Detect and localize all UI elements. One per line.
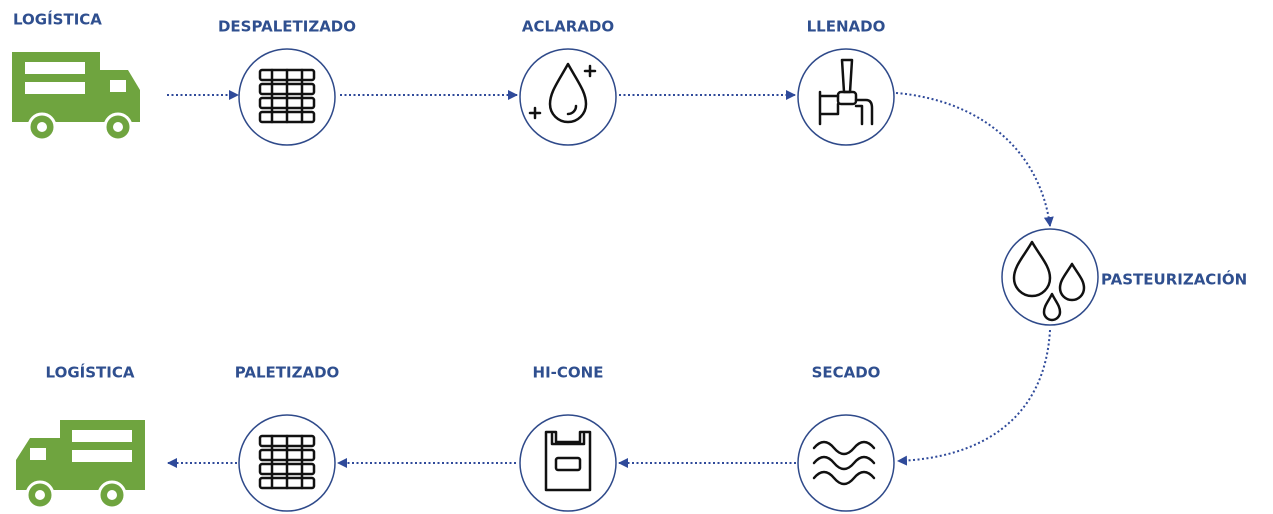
bag-icon (544, 430, 592, 492)
pallet-icon (258, 434, 316, 490)
label: DESPALETIZADO (218, 18, 356, 36)
pallet-icon (258, 68, 316, 124)
label: SECADO (812, 364, 881, 382)
truck-icon (16, 420, 145, 510)
node-circle (797, 48, 895, 146)
arrows (167, 90, 1054, 468)
node-circle (797, 414, 895, 512)
label: ACLARADO (522, 18, 614, 36)
drops-icon (1012, 240, 1086, 322)
label: PALETIZADO (235, 364, 340, 382)
waves-icon (812, 440, 876, 486)
truck-icon (12, 52, 140, 142)
label: PASTEURIZACIÓN (1101, 270, 1247, 289)
label: LLENADO (807, 18, 886, 36)
node-circle (519, 414, 617, 512)
drop-icon (528, 62, 597, 124)
node-circle (519, 48, 617, 146)
label: LOGÍSTICA (13, 10, 102, 29)
label: LOGÍSTICA (46, 363, 135, 382)
tap-icon (818, 58, 874, 126)
label: HI-CONE (533, 364, 604, 382)
